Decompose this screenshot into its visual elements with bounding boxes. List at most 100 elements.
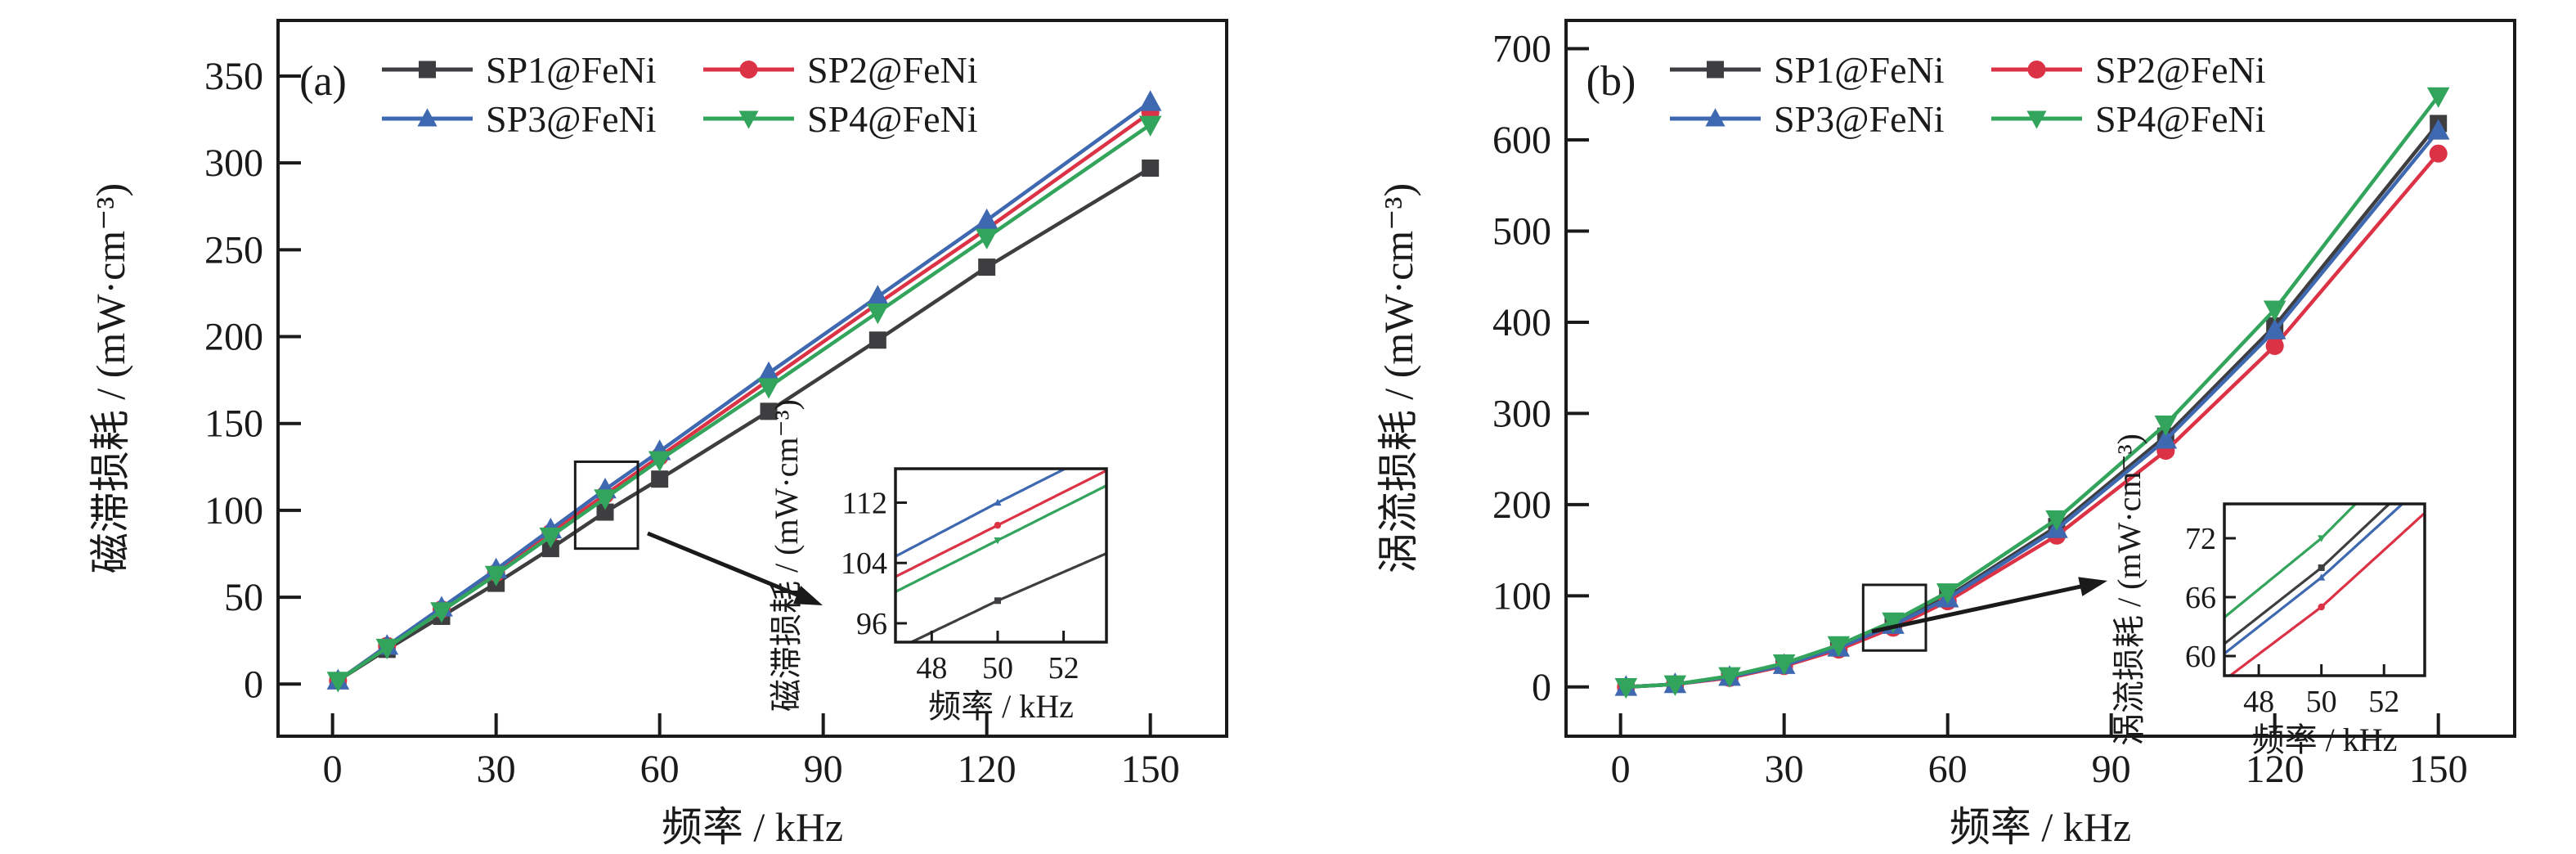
triangle-up-icon	[417, 108, 438, 127]
x-tick-label: 90	[804, 748, 843, 791]
inset-y-tick-label: 96	[856, 607, 887, 641]
legend-label: SP1@FeNi	[486, 49, 657, 91]
legend-item-SP1@FeNi: SP1@FeNi	[382, 49, 657, 91]
data-point-marker	[1614, 678, 1638, 699]
y-tick-label: 200	[204, 316, 263, 359]
panel-tag: (b)	[1586, 58, 1636, 105]
data-point-marker	[975, 208, 999, 230]
inset-x-tick-label: 50	[2306, 685, 2337, 719]
panel-tag: (a)	[299, 58, 347, 105]
triangle-down-icon	[738, 110, 759, 129]
data-point-marker	[484, 565, 508, 587]
legend-label: SP4@FeNi	[807, 98, 978, 140]
y-tick-label: 0	[1532, 666, 1551, 709]
triangle-up-icon	[1705, 108, 1726, 127]
data-point-marker	[1718, 667, 1741, 688]
zoom-region-rect	[573, 460, 640, 551]
data-point-marker	[539, 527, 563, 549]
legend-label: SP3@FeNi	[486, 98, 657, 140]
data-point-marker	[2154, 428, 2178, 449]
zoom-arrow	[647, 531, 823, 605]
inset-y-tick-label: 112	[841, 486, 887, 520]
data-point-marker	[757, 378, 780, 399]
data-point-marker	[594, 489, 617, 510]
zoom-arrow	[1871, 577, 2107, 634]
inset-series-line-SP1@FeNi	[2224, 504, 2391, 646]
circle-icon	[2027, 60, 2046, 79]
arrow-shaft	[1871, 583, 2085, 634]
inset-y-axis-title: 磁滞损耗 / (mW·cm⁻³)	[768, 399, 805, 712]
y-tick-label: 600	[1492, 119, 1551, 162]
inset-y-tick-label: 104	[841, 546, 887, 581]
inset-x-tick-label: 48	[916, 651, 947, 685]
data-point-marker	[1827, 636, 1851, 657]
data-point-marker	[596, 503, 614, 521]
inset-x-axis-title: 频率 / kHz	[928, 688, 1074, 725]
series-line	[1626, 122, 2440, 690]
x-axis: 0 30 60 90 120 150	[323, 713, 1180, 791]
legend-item-SP3@FeNi: SP3@FeNi	[1670, 98, 1945, 140]
legend-label: SP1@FeNi	[1774, 49, 1945, 91]
x-tick-label: 120	[958, 748, 1016, 791]
hysteresis-loss-chart-panel-a: 0 30 60 90 120 150 频率 / kHz 0 50 100 150 200 250 300 3…	[88, 19, 1228, 850]
y-axis-title: 磁滞损耗 / (mW·cm⁻³)	[88, 183, 133, 573]
inset-data-point	[994, 498, 1002, 506]
inset-x-tick-label: 48	[2243, 685, 2274, 719]
legend-item-SP4@FeNi: SP4@FeNi	[1991, 98, 2266, 140]
data-point-marker	[651, 470, 669, 488]
x-axis-title: 频率 / kHz	[662, 804, 843, 850]
data-point-marker	[2426, 119, 2450, 140]
data-point-marker	[2154, 415, 2178, 437]
y-axis: 0 50 100 150 200 250 300 350	[204, 55, 301, 706]
x-tick-label: 0	[1611, 748, 1631, 791]
x-tick-label: 60	[640, 748, 680, 791]
y-tick-label: 400	[1492, 301, 1551, 344]
x-tick-label: 0	[323, 748, 343, 791]
data-point-marker	[375, 638, 399, 660]
inset-data-point	[994, 597, 1001, 605]
data-point-marker	[1882, 612, 1905, 633]
y-tick-label: 200	[1492, 483, 1551, 527]
y-tick-label: 700	[1492, 28, 1551, 71]
inset-data-point	[994, 537, 1002, 545]
y-tick-label: 300	[204, 142, 263, 185]
data-point-marker	[1936, 583, 1959, 605]
y-tick-label: 150	[204, 402, 263, 446]
legend-label: SP2@FeNi	[2095, 49, 2266, 91]
series-SP4@FeNi	[1614, 87, 2450, 699]
data-point-marker	[648, 451, 671, 472]
inset-series	[895, 469, 1106, 642]
data-point-marker	[326, 672, 350, 693]
data-point-marker	[541, 540, 559, 558]
x-tick-label: 30	[1765, 748, 1804, 791]
inset-data-point	[2318, 603, 2325, 611]
x-tick-label: 120	[2246, 748, 2304, 791]
series-line	[337, 123, 1151, 682]
y-axis: 0 100 200 300 400 500 600 700	[1492, 28, 1589, 709]
inset-x-tick-label: 52	[1048, 651, 1079, 685]
data-point-marker	[1142, 160, 1160, 178]
data-point-marker	[2426, 87, 2450, 108]
y-tick-label: 0	[244, 663, 263, 706]
inset-chart: 48 50 52 60 66 72 频率 / kHz 涡流损耗 / (mW·cm⁻³)	[2111, 434, 2426, 758]
arrow-shaft	[647, 531, 801, 598]
y-tick-label: 350	[204, 55, 263, 98]
inset-series-line-SP3@FeNi	[2224, 504, 2405, 656]
series-SP3@FeNi	[326, 90, 1162, 690]
data-point-marker	[868, 331, 886, 349]
inset-border	[894, 467, 1108, 644]
inset-data-point	[2318, 535, 2326, 542]
series-line	[337, 166, 1151, 682]
zoom-region-rect	[1861, 583, 1928, 652]
inset-x-tick-label: 52	[2368, 685, 2399, 719]
legend-item-SP2@FeNi: SP2@FeNi	[703, 49, 978, 91]
data-point-marker	[2265, 336, 2284, 355]
inset-y-axis-title: 涡流损耗 / (mW·cm⁻³)	[2111, 434, 2147, 746]
legend-label: SP3@FeNi	[1774, 98, 1945, 140]
data-point-marker	[978, 258, 996, 276]
inset-x-axis-title: 频率 / kHz	[2252, 721, 2398, 758]
legend-label: SP2@FeNi	[807, 49, 978, 91]
legend-item-SP1@FeNi: SP1@FeNi	[1670, 49, 1945, 91]
plot-border	[276, 19, 1228, 738]
inset-border	[2223, 502, 2426, 677]
